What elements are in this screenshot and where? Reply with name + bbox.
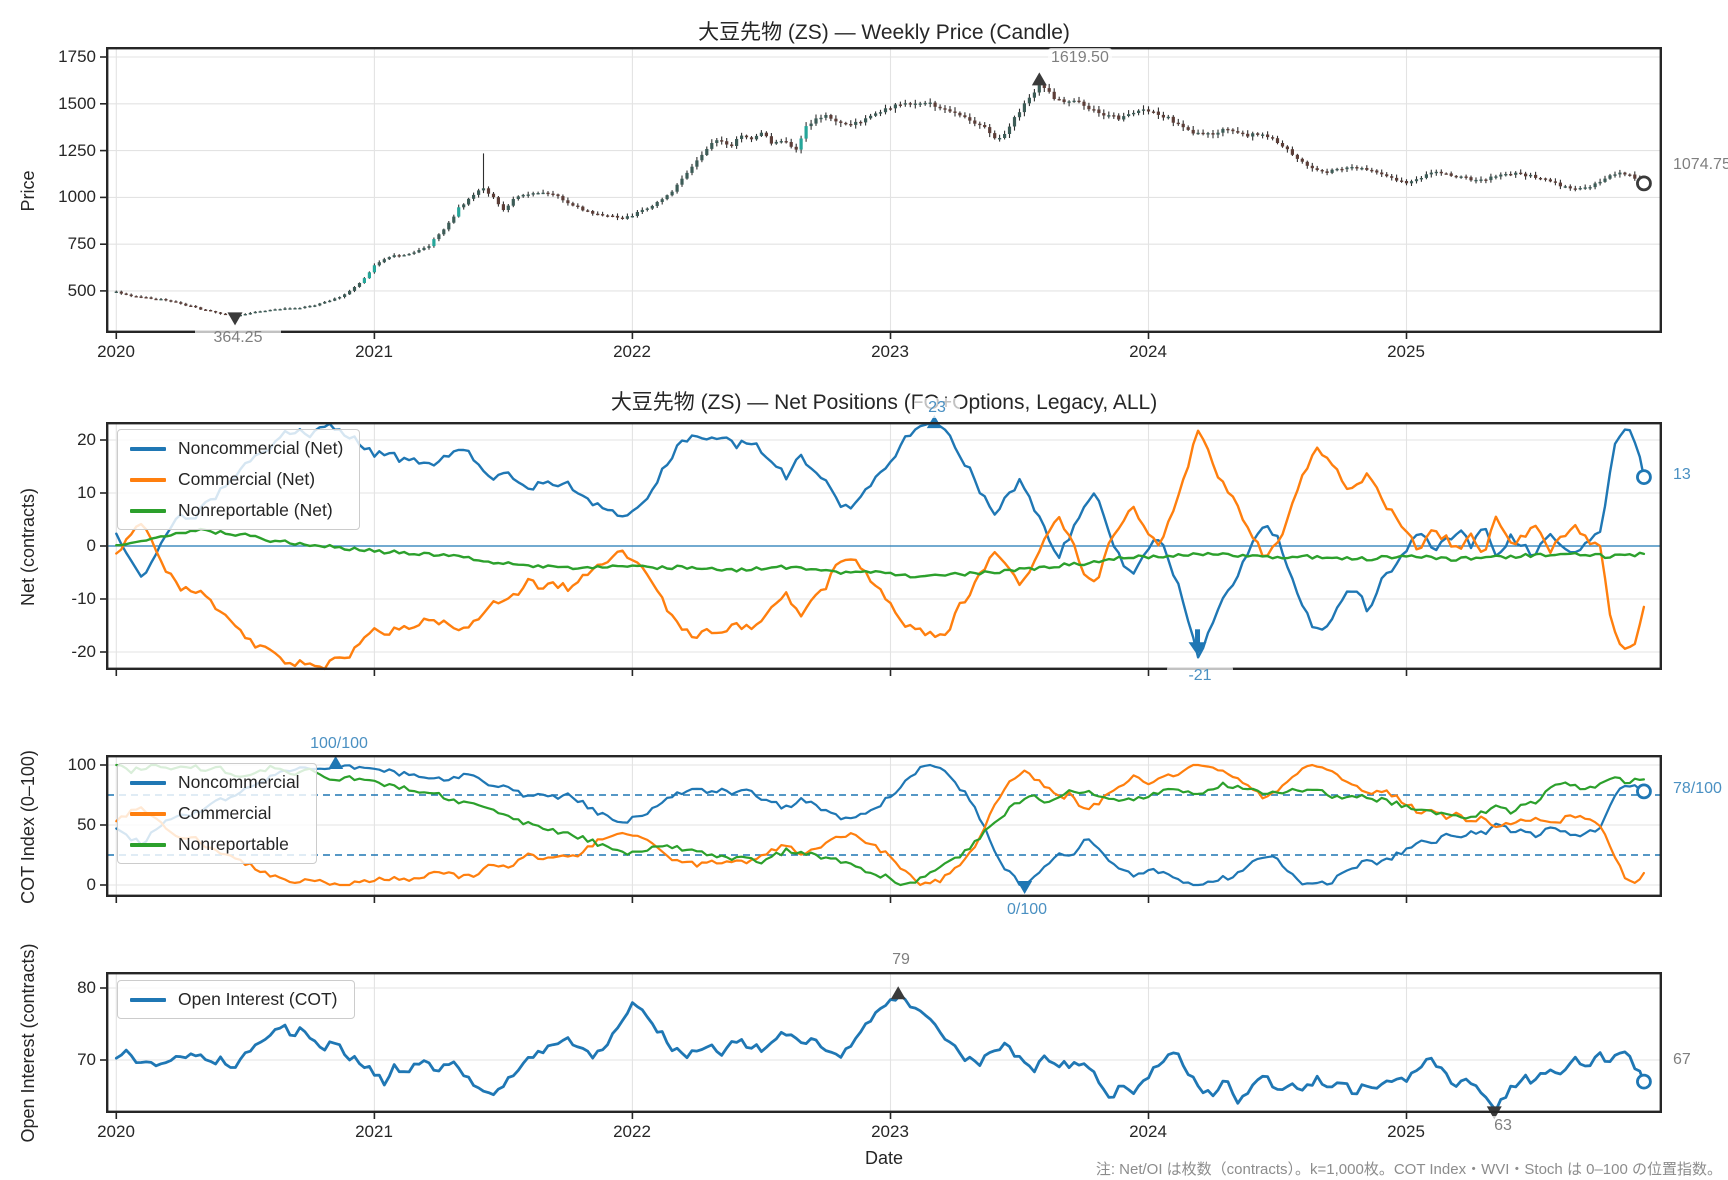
price-low-annotation: 364.25 (195, 328, 281, 348)
legend-item-commercial-net: Commercial (Net) (130, 469, 343, 490)
cot-index-legend: Noncommercial Commercial Nonreportable (117, 763, 317, 864)
panel2-ytick: 0 (86, 536, 96, 555)
panel1-ytick: 1250 (58, 141, 96, 160)
panel1-xtick: 2021 (355, 342, 393, 361)
cot-max-annotation: 100/100 (296, 734, 382, 754)
panel4-xtick: 2024 (1129, 1122, 1167, 1141)
panel2-title: 大豆先物 (ZS) — Net Positions (FO+Options, L… (610, 391, 1158, 414)
noncommercial-line-swatch (130, 780, 166, 785)
panel1-title: 大豆先物 (ZS) — Weekly Price (Candle) (698, 21, 1070, 44)
panel1-xtick: 2024 (1129, 342, 1167, 361)
panel1-ytick: 1750 (58, 47, 96, 66)
panel4-ylabel: Open Interest (contracts) (18, 943, 38, 1143)
open-interest-line-swatch (130, 997, 166, 1002)
legend-label: Commercial (178, 803, 272, 823)
panel4-ytick: 80 (77, 978, 96, 997)
panel4-xtick: 2025 (1387, 1122, 1425, 1141)
commercial-line-swatch (130, 811, 166, 816)
panel4-xtick: 2021 (355, 1122, 393, 1141)
legend-label: Noncommercial (178, 772, 300, 792)
panel1-ytick: 750 (67, 234, 96, 253)
oi-max-annotation: 79 (878, 950, 924, 970)
net-last-annotation: 13 (1670, 465, 1694, 485)
oi-last-annotation: 67 (1670, 1050, 1694, 1070)
legend-item-open-interest: Open Interest (COT) (130, 989, 338, 1010)
panel1-xtick: 2022 (613, 342, 651, 361)
cot-min-annotation: 0/100 (984, 900, 1070, 920)
panel3-ytick: 100 (67, 755, 96, 774)
price-high-annotation: 1619.50 (1048, 48, 1112, 68)
legend-label: Nonreportable (178, 834, 289, 854)
footnote: 注: Net/OI は枚数（contracts）。k=1,000枚。COT In… (1095, 1161, 1722, 1178)
panel1-ytick: 500 (67, 281, 96, 300)
panel2-ytick: -10 (71, 589, 96, 608)
panel1-xtick: 2025 (1387, 342, 1425, 361)
legend-item-nonreportable-net: Nonreportable (Net) (130, 500, 343, 521)
legend-label: Noncommercial (Net) (178, 438, 344, 458)
panel4-xtick: 2023 (871, 1122, 909, 1141)
panel4-xtick: 2020 (97, 1122, 135, 1141)
price-last-annotation: 1074.75 (1670, 155, 1728, 175)
net-min-annotation: -21 (1167, 666, 1233, 686)
cot-last-annotation: 78/100 (1670, 779, 1725, 799)
legend-item-noncommercial-net: Noncommercial (Net) (130, 438, 343, 459)
panel1-xtick: 2023 (871, 342, 909, 361)
panel4-xtick: 2022 (613, 1122, 651, 1141)
panel1-ytick: 1500 (58, 94, 96, 113)
oi-min-annotation: 63 (1480, 1116, 1526, 1136)
legend-label: Commercial (Net) (178, 469, 316, 489)
net-positions-chart (100, 415, 1662, 676)
x-axis-label: Date (864, 1148, 904, 1168)
legend-item-nonreportable: Nonreportable (130, 834, 300, 855)
panel3-ytick: 0 (86, 875, 96, 894)
open-interest-chart (100, 972, 1662, 1120)
legend-label: Open Interest (COT) (178, 989, 338, 1009)
nonreportable-line-swatch (130, 508, 166, 513)
panel2-ytick: 20 (77, 430, 96, 449)
net-max-annotation: 23 (914, 398, 960, 418)
panel3-ytick: 50 (77, 815, 96, 834)
panel2-ytick: 10 (77, 483, 96, 502)
legend-label: Nonreportable (Net) (178, 500, 333, 520)
legend-item-commercial: Commercial (130, 803, 300, 824)
noncommercial-line-swatch (130, 446, 166, 451)
nonreportable-line-swatch (130, 842, 166, 847)
commercial-line-swatch (130, 477, 166, 482)
panel1-ytick: 1000 (58, 187, 96, 206)
panel4-ytick: 70 (77, 1050, 96, 1069)
price-candle-chart (100, 47, 1662, 339)
net-positions-legend: Noncommercial (Net) Commercial (Net) Non… (117, 429, 361, 530)
cot-index-chart (100, 755, 1662, 903)
legend-item-noncommercial: Noncommercial (130, 772, 300, 793)
panel2-ytick: -20 (71, 642, 96, 661)
panel1-xtick: 2020 (97, 342, 135, 361)
open-interest-legend: Open Interest (COT) (117, 980, 355, 1019)
